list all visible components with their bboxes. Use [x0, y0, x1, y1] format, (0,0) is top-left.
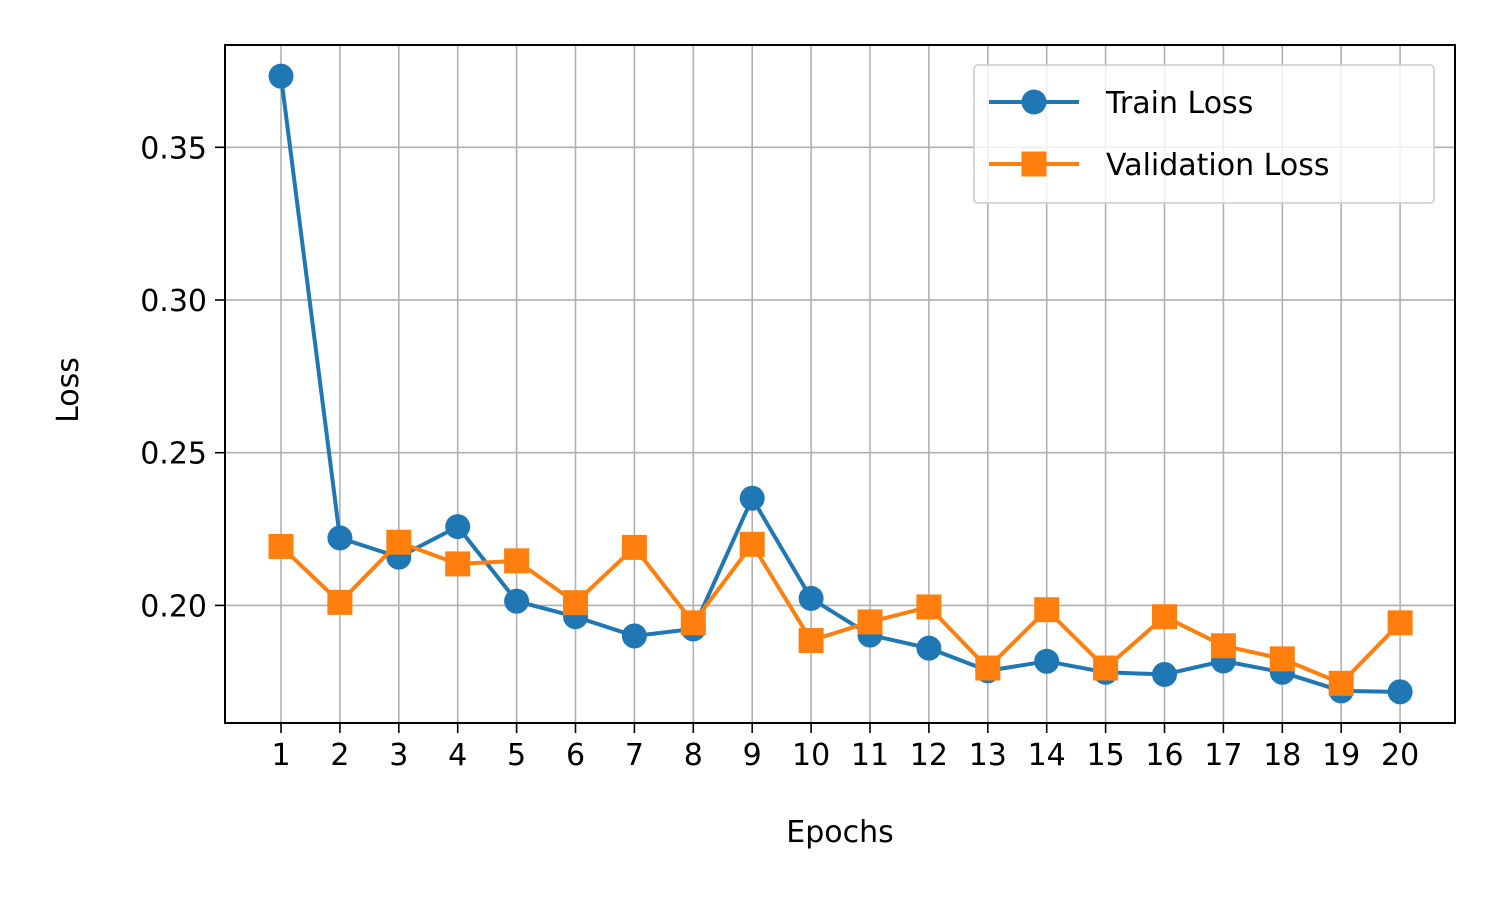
- legend-validation-loss-marker: [1021, 151, 1047, 177]
- x-tick-label: 3: [389, 738, 408, 773]
- x-tick-label: 1: [271, 738, 290, 773]
- x-tick-label: 18: [1263, 738, 1301, 773]
- train-loss-point: [1387, 679, 1413, 705]
- ticks: 1 2 3 4 5 6 7 8 9 10 11 12 13 14 15 16 17 18 19 200.200.250…: [140, 131, 1419, 773]
- validation-loss-point: [857, 609, 883, 635]
- x-tick-label: 15: [1087, 738, 1125, 773]
- validation-loss-point: [798, 628, 824, 654]
- legend-validation-loss-label: Validation Loss: [1106, 148, 1329, 183]
- x-tick-label: 20: [1381, 738, 1419, 773]
- x-tick-label: 2: [330, 738, 349, 773]
- validation-loss-point: [327, 589, 353, 615]
- validation-loss-point: [916, 594, 942, 620]
- validation-loss-point: [1093, 655, 1119, 681]
- train-loss-point: [1152, 661, 1177, 687]
- validation-loss-point: [563, 590, 588, 616]
- validation-loss-point: [386, 529, 412, 555]
- validation-loss-point: [268, 533, 294, 559]
- x-tick-label: 4: [448, 738, 467, 773]
- train-loss-point: [504, 588, 530, 614]
- y-tick-label: 0.25: [140, 437, 207, 472]
- validation-loss-point: [1328, 670, 1354, 696]
- validation-loss-point: [1210, 633, 1236, 659]
- y-axis-title: Loss: [51, 357, 86, 423]
- y-tick-label: 0.35: [140, 131, 207, 166]
- validation-loss-point: [504, 548, 530, 574]
- validation-loss-point: [975, 655, 1001, 681]
- validation-loss-point: [621, 534, 647, 560]
- plot-frame: [224, 44, 1456, 724]
- x-tick-label: 9: [743, 738, 762, 773]
- train-loss-point: [327, 525, 353, 551]
- train-loss-point: [1034, 648, 1060, 674]
- x-tick-label: 7: [625, 738, 644, 773]
- y-tick-label: 0.20: [140, 589, 207, 624]
- legend-train-loss-label: Train Loss: [1105, 86, 1253, 121]
- train-loss-point: [621, 623, 647, 649]
- series-layer: [268, 63, 1413, 705]
- validation-loss-point: [1269, 646, 1295, 672]
- train-loss-point: [739, 485, 765, 511]
- validation-loss-point: [680, 610, 706, 636]
- legend-train-loss-marker: [1021, 89, 1047, 115]
- legend-box: [973, 64, 1435, 204]
- validation-loss-point: [1152, 604, 1177, 630]
- x-tick-label: 19: [1322, 738, 1360, 773]
- validation-loss-point: [1034, 597, 1060, 623]
- validation-loss-point: [739, 531, 765, 557]
- x-tick-label: 11: [851, 738, 889, 773]
- x-tick-label: 12: [910, 738, 948, 773]
- legend: Train Loss Validation Loss: [973, 64, 1435, 204]
- x-tick-label: 17: [1204, 738, 1242, 773]
- x-tick-label: 14: [1028, 738, 1066, 773]
- x-axis-title: Epochs: [786, 815, 894, 850]
- x-tick-label: 16: [1145, 738, 1183, 773]
- x-tick-label: 5: [507, 738, 526, 773]
- train-loss-point: [268, 63, 294, 89]
- train-loss-point: [445, 514, 471, 540]
- train-loss-point: [916, 635, 942, 661]
- y-tick-label: 0.30: [140, 284, 207, 319]
- validation-loss-point: [445, 551, 471, 577]
- x-tick-label: 10: [792, 738, 830, 773]
- validation-loss-point: [1387, 610, 1413, 636]
- train-loss-point: [798, 585, 824, 611]
- x-tick-label: 6: [566, 738, 585, 773]
- x-tick-label: 13: [969, 738, 1007, 773]
- x-tick-label: 8: [684, 738, 703, 773]
